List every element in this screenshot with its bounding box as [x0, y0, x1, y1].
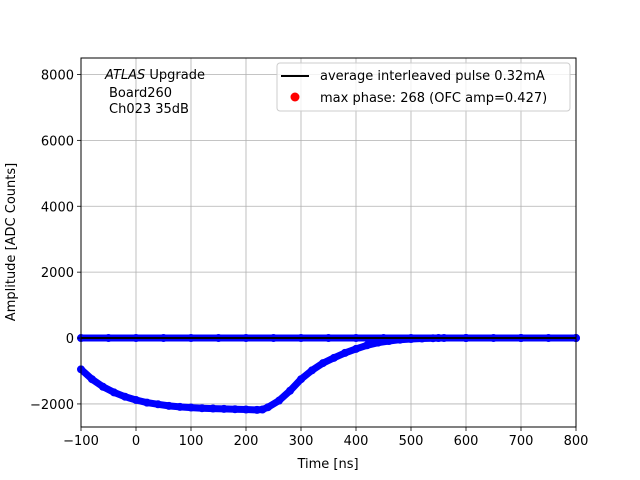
x-tick-label: 400 [344, 434, 369, 449]
data-point [275, 396, 283, 405]
x-tick-label: 100 [179, 434, 204, 449]
data-point [264, 403, 272, 412]
series-2-trail [77, 334, 580, 414]
legend-marker-max-phase [290, 92, 300, 102]
annotation-line-2: Board260 [109, 86, 172, 101]
legend: average interleaved pulse 0.32mA max pha… [276, 62, 571, 112]
data-point [121, 392, 129, 401]
data-point [187, 403, 195, 412]
data-point [165, 401, 173, 410]
y-tick-label: 8000 [41, 68, 74, 83]
x-tick-label: 700 [509, 434, 534, 449]
annotation-atlas-italic: ATLAS [104, 68, 145, 83]
legend-entry-max-phase: max phase: 268 (OFC amp=0.427) [320, 91, 547, 106]
data-point [209, 404, 217, 413]
x-tick-label: 600 [454, 434, 479, 449]
data-point [110, 388, 118, 397]
y-tick-label: −2000 [30, 398, 74, 413]
y-tick-label: 0 [66, 332, 74, 347]
data-point [297, 375, 305, 384]
data-point [220, 404, 228, 413]
y-axis-label: Amplitude [ADC Counts] [4, 163, 19, 321]
x-tick-label: 200 [234, 434, 259, 449]
x-tick-label: 300 [289, 434, 314, 449]
x-tick-label: −100 [63, 434, 99, 449]
x-tick-label: 800 [564, 434, 589, 449]
data-point [176, 402, 184, 411]
legend-box [276, 62, 571, 112]
data-point [352, 344, 360, 353]
atlas-annotation: ATLAS Upgrade Board260 Ch023 35dB [104, 68, 205, 117]
data-point [88, 375, 96, 384]
data-point [198, 404, 206, 413]
x-axis: −100 0 100 200 300 400 500 600 700 800 [63, 427, 588, 449]
data-point [330, 353, 338, 362]
y-tick-label: 6000 [41, 134, 74, 149]
y-tick-label: 2000 [41, 266, 74, 281]
data-point [363, 341, 371, 350]
data-point [286, 386, 294, 395]
data-point [132, 395, 140, 404]
x-axis-label: Time [ns] [296, 457, 358, 472]
data-point [308, 366, 316, 375]
annotation-line-3: Ch023 35dB [109, 102, 189, 117]
legend-entry-average-pulse: average interleaved pulse 0.32mA [320, 69, 545, 84]
annotation-upgrade: Upgrade [145, 68, 205, 83]
data-point [319, 359, 327, 368]
data-point [341, 348, 349, 357]
data-point [231, 405, 239, 414]
x-tick-label: 0 [132, 434, 140, 449]
data-point [242, 405, 250, 414]
data-point [143, 398, 151, 407]
series-2 [77, 334, 580, 414]
x-tick-label: 500 [399, 434, 424, 449]
y-axis: −2000 0 2000 4000 6000 8000 [30, 68, 81, 413]
y-tick-label: 4000 [41, 200, 74, 215]
data-point [154, 400, 162, 409]
data-point [99, 382, 107, 391]
annotation-line-1: ATLAS Upgrade [104, 68, 205, 83]
plot-area [77, 334, 580, 414]
plot-frame [80, 57, 577, 428]
